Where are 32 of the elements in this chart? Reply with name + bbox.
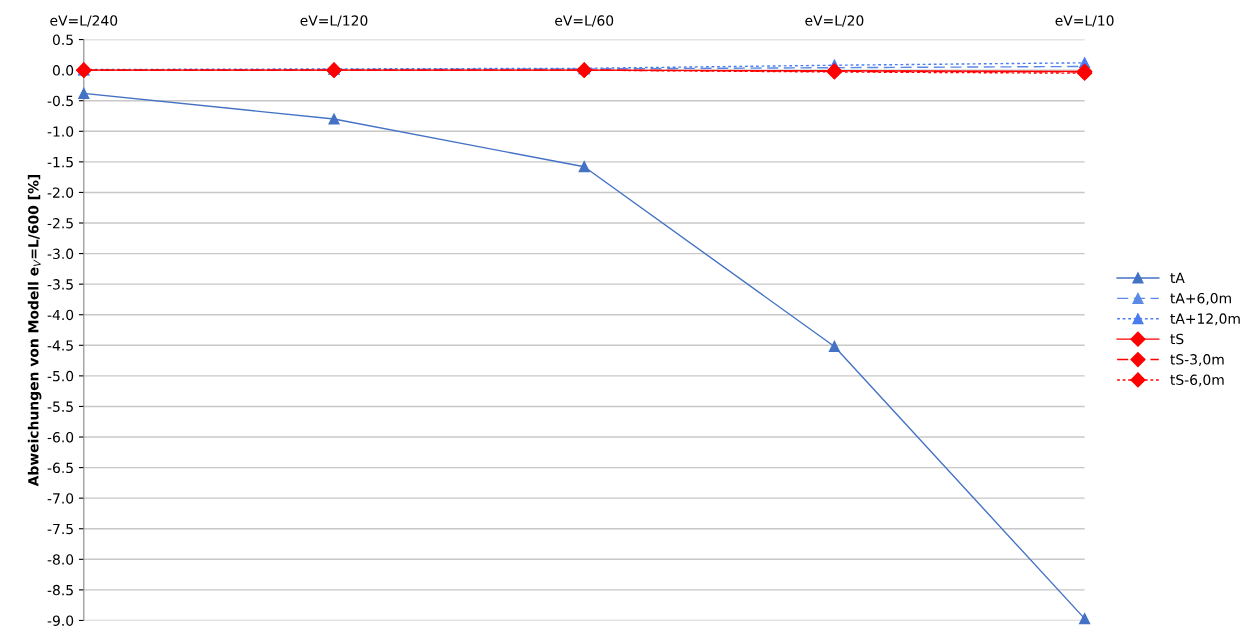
y-tick-label: -3.0 xyxy=(47,248,74,260)
y-tick-label: -9.0 xyxy=(47,615,74,626)
x-tick-label: eV=L/10 xyxy=(1055,15,1114,27)
y-tick-label: 0.5 xyxy=(52,34,73,46)
x-tick-label: eV=L/60 xyxy=(555,15,614,27)
y-tick-label: -7.0 xyxy=(47,493,74,504)
y-tick-label: -8.0 xyxy=(47,554,74,565)
y-tick-label: 0.0 xyxy=(52,65,74,76)
x-tick-label: eV=L/120 xyxy=(300,15,368,27)
legend-label: tA+6,0m xyxy=(1170,292,1231,305)
y-tick-label: -6.5 xyxy=(47,462,73,474)
y-tick-label: -0.5 xyxy=(47,95,73,107)
y-tick-label: -1.0 xyxy=(47,126,74,137)
x-tick-label: eV=L/240 xyxy=(50,15,118,27)
legend-label: tS xyxy=(1170,333,1184,345)
legend-label: tA+12,0m xyxy=(1170,313,1240,326)
y-tick-label: -2.5 xyxy=(47,217,73,229)
y-tick-label: -8.5 xyxy=(47,584,73,596)
x-tick-label: eV=L/20 xyxy=(805,15,864,27)
y-tick-label: -5.5 xyxy=(47,401,73,412)
y-tick-label: -4.5 xyxy=(47,340,73,351)
y-tick-label: -3.5 xyxy=(47,279,73,290)
legend-label: tA xyxy=(1170,272,1185,283)
y-tick-label: -1.5 xyxy=(47,157,73,168)
legend-label: tS-6,0m xyxy=(1170,374,1224,387)
y-tick-label: -7.5 xyxy=(47,523,73,535)
y-axis-title: Abweichungen von Modell e$_{V}$=L/600 [%] xyxy=(27,174,42,487)
legend-label: tS-3,0m xyxy=(1170,354,1224,367)
y-tick-label: -4.0 xyxy=(47,309,74,321)
y-tick-label: -2.0 xyxy=(47,187,74,198)
y-tick-label: -5.0 xyxy=(47,370,74,382)
y-tick-label: -6.0 xyxy=(47,431,74,443)
